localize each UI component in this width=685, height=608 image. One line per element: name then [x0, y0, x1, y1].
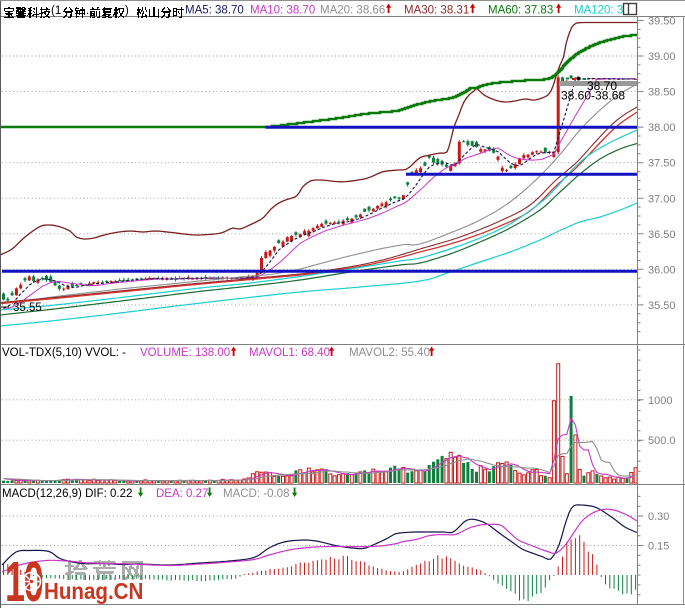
svg-text:36.50: 36.50 [648, 229, 676, 241]
svg-text:(1: (1 [51, 5, 61, 17]
svg-text:0.30: 0.30 [648, 511, 669, 523]
svg-text:37.00: 37.00 [648, 193, 676, 205]
svg-text:MAVOL1: 68.40: MAVOL1: 68.40 [249, 347, 330, 359]
svg-text:MA60: 37.83: MA60: 37.83 [488, 5, 553, 17]
svg-text:MA30: 38.31: MA30: 38.31 [404, 5, 469, 17]
svg-text:38.00: 38.00 [648, 122, 676, 134]
svg-text:38.50: 38.50 [648, 87, 676, 99]
svg-text:VOLUME: 138.00: VOLUME: 138.00 [140, 347, 230, 359]
svg-text:38.70: 38.70 [587, 79, 617, 93]
svg-text:35.50: 35.50 [648, 300, 676, 312]
svg-text:36.00: 36.00 [648, 264, 676, 276]
svg-text:DEA: 0.27: DEA: 0.27 [156, 488, 208, 500]
svg-text:Hunag.CN: Hunag.CN [44, 578, 143, 605]
svg-text:MA20: 38.66: MA20: 38.66 [320, 5, 385, 17]
svg-text:MACD(12,26,9) DIF: 0.22: MACD(12,26,9) DIF: 0.22 [2, 488, 132, 500]
svg-text:MA5: 38.70: MA5: 38.70 [185, 5, 244, 17]
svg-text:37.50: 37.50 [648, 158, 676, 170]
svg-text:10: 10 [5, 551, 43, 608]
svg-text:MA10: 38.70: MA10: 38.70 [250, 5, 315, 17]
svg-text:VOL-TDX(5,10) VVOL: -: VOL-TDX(5,10) VVOL: - [2, 347, 126, 359]
svg-text:MA120: 3: MA120: 3 [574, 5, 623, 17]
svg-text:500.0: 500.0 [648, 435, 676, 447]
svg-text:39.00: 39.00 [648, 51, 676, 63]
svg-text:.: . [86, 5, 89, 17]
svg-text:MACD: -0.08: MACD: -0.08 [223, 488, 289, 500]
svg-text:35.55: 35.55 [13, 302, 42, 314]
svg-text:MAVOL2: 55.40: MAVOL2: 55.40 [349, 347, 430, 359]
svg-text:39.50: 39.50 [648, 16, 676, 28]
svg-text:0.15: 0.15 [648, 541, 669, 553]
svg-text:1000: 1000 [648, 395, 672, 407]
svg-text:38.60-38.68: 38.60-38.68 [561, 89, 625, 103]
svg-text:): ) [125, 5, 129, 17]
